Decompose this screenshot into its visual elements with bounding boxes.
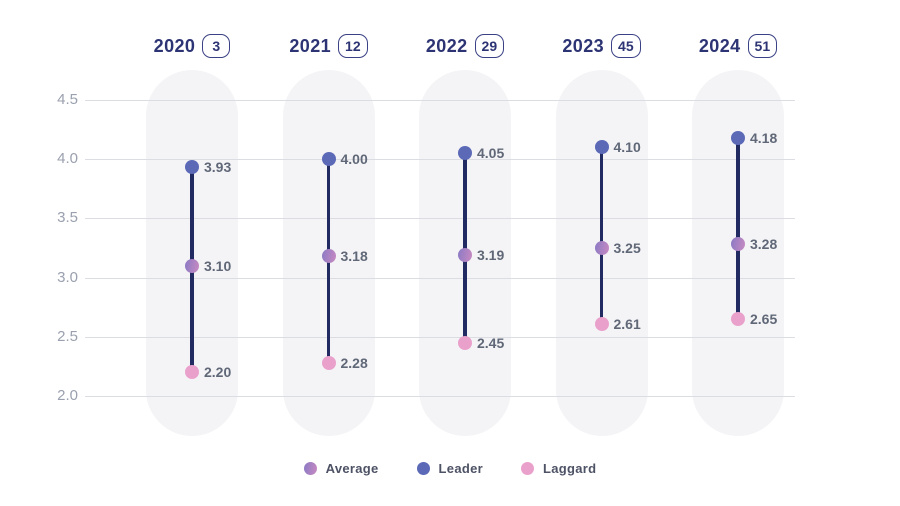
average-dot (731, 237, 745, 252)
column-header: 2020 3 (117, 34, 267, 58)
legend-item-leader: Leader (416, 460, 483, 476)
column-header: 2022 29 (390, 34, 540, 58)
legend-laggard-dot (520, 461, 534, 475)
year-label: 2024 (698, 35, 741, 56)
column-header: 2023 45 (527, 34, 677, 58)
value-label: 2.45 (477, 334, 505, 351)
average-dot (458, 248, 472, 263)
value-label: 2.28 (340, 354, 368, 371)
year-label: 2022 (425, 35, 468, 56)
count-badge: 12 (338, 34, 368, 58)
count-badge: 3 (202, 34, 231, 58)
average-dot (594, 241, 609, 255)
y-axis-tick-label: 2.0 (57, 387, 78, 404)
range-line (736, 137, 740, 320)
laggard-dot (458, 335, 472, 350)
value-label: 4.18 (750, 129, 778, 146)
average-dot (321, 249, 336, 264)
value-label: 4.10 (613, 139, 641, 156)
value-label: 2.61 (613, 315, 641, 332)
gridline (85, 100, 795, 101)
range-line (599, 147, 604, 324)
legend-leader-dot (416, 461, 430, 475)
y-axis-tick-label: 4.0 (57, 150, 78, 168)
value-label: 3.18 (340, 248, 368, 265)
y-axis-tick-label: 3.5 (57, 209, 78, 227)
leader-dot (185, 160, 199, 175)
laggard-dot (594, 316, 609, 331)
legend-label: Laggard (542, 460, 597, 476)
year-label: 2021 (289, 35, 332, 56)
legend-average-dot (303, 461, 317, 475)
leader-dot (321, 152, 336, 167)
legend-item-average: Average (303, 460, 379, 476)
legend-item-laggard: Laggard (520, 460, 597, 476)
value-label: 3.93 (204, 159, 232, 176)
laggard-dot (731, 312, 745, 327)
average-dot (185, 258, 199, 273)
gridline (85, 159, 795, 161)
leader-dot (458, 146, 472, 161)
value-label: 3.25 (613, 240, 641, 256)
legend: Average Leader Laggard (0, 456, 900, 480)
value-label: 2.20 (204, 364, 232, 381)
count-badge: 45 (611, 34, 641, 58)
range-line (463, 153, 467, 343)
gridline (85, 218, 795, 220)
column-header: 2021 12 (254, 34, 404, 58)
column-header: 2024 51 (663, 34, 813, 58)
year-label: 2020 (153, 35, 196, 56)
value-label: 2.65 (750, 311, 778, 328)
value-label: 3.10 (204, 257, 232, 274)
gridline (85, 396, 795, 397)
y-axis-tick-label: 4.5 (57, 91, 78, 108)
count-badge: 51 (747, 34, 778, 58)
value-label: 4.00 (340, 151, 368, 168)
leader-dot (731, 130, 745, 145)
legend-label: Leader (438, 460, 483, 476)
value-label: 3.28 (750, 236, 778, 253)
value-label: 3.19 (477, 247, 505, 264)
gridline (85, 277, 795, 279)
count-badge: 29 (474, 34, 505, 58)
leader-dot (594, 140, 609, 155)
laggard-dot (321, 355, 336, 370)
gridline (85, 336, 795, 338)
legend-label: Average (325, 460, 379, 476)
laggard-dot (185, 365, 199, 380)
y-axis-tick-label: 2.5 (57, 327, 78, 345)
year-label: 2023 (562, 35, 605, 56)
y-axis-tick-label: 3.0 (57, 268, 78, 286)
value-label: 4.05 (477, 145, 505, 162)
